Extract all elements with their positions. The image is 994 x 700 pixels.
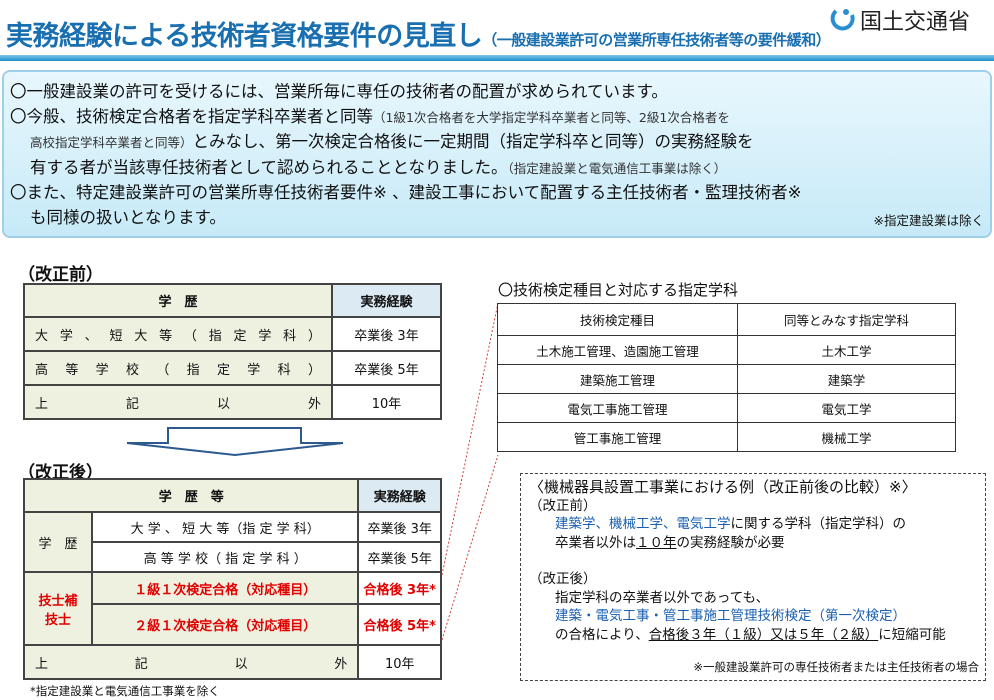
example-box: 〈機械器具設置工事業における例（改正前後の比較）※〉 （改正前） 建築学、機械工… xyxy=(520,473,986,681)
logo: 国土交通省 xyxy=(830,4,970,36)
header-edu: 学 歴 等 xyxy=(22,478,360,513)
intro-line: 有する者が当該専任技術者として認められることとなりました。（指定建設業と電気通信… xyxy=(30,157,727,177)
title-main: 実務経験による技術者資格要件の見直し xyxy=(6,21,483,52)
down-arrow-icon xyxy=(126,427,344,457)
header-edu: 学 歴 xyxy=(23,283,333,318)
intro-line: も同様の扱いとなります。 xyxy=(30,207,226,227)
table-row: 管工事施工管理 機械工学 xyxy=(497,422,956,452)
before-table: 学 歴実務経験 大学、短大等（指定学科）卒業後 3年 高等学校（指定学科）卒業後… xyxy=(23,283,442,420)
table-row: 建築施工管理 建築学 xyxy=(497,364,956,394)
table-row: 大学、短大等（指定学科）卒業後 3年 xyxy=(23,316,442,352)
after-table: 学 歴 等実務経験 学 歴大 学 、 短 大 等（指 定 学 科） 卒業後 3年 … xyxy=(22,478,442,680)
header-exp: 実務経験 xyxy=(331,283,442,318)
intro-note: ※指定建設業は除く xyxy=(873,213,984,228)
table-row: 上記以外 10年 xyxy=(23,384,442,420)
intro-line: 〇また、特定建設業許可の営業所専任技術者要件※ 、建設工事において配置する主任技… xyxy=(10,183,802,202)
title-sub: （一般建設業許可の営業所専任技術者等の要件緩和） xyxy=(482,31,831,49)
table-row: 学 歴大 学 、 短 大 等（指 定 学 科） 卒業後 3年 xyxy=(23,511,442,573)
header-exp: 実務経験 xyxy=(357,478,442,513)
table-row: ２級１次検定合格（対応種目） 合格後 5年* xyxy=(24,603,442,646)
after-footnote: *指定建設業と電気通信工事業を除く xyxy=(30,684,220,698)
logo-text: 国土交通省 xyxy=(860,10,971,35)
edu-label: 高等学校（指定学科） xyxy=(35,362,321,378)
edu-label: 上記以外 xyxy=(35,396,321,412)
intro-line: 〇一般建設業の許可を受けるには、営業所毎に専任の技術者の配置が求められています。 xyxy=(10,82,668,101)
table-row: 土木施工管理、造園施工管理 土木工学 xyxy=(497,335,956,365)
before-label: （改正前） xyxy=(18,265,103,285)
intro-line: 〇今般、技術検定合格者を指定学科卒業者と同等（1級1次合格者を大学指定学科卒業者… xyxy=(10,106,730,126)
table-row: 電気工事施工管理 電気工学 xyxy=(497,393,956,423)
subjects-title: 〇技術検定種目と対応する指定学科 xyxy=(498,281,739,299)
title-underline xyxy=(0,55,994,61)
edu-label: 上記以外 xyxy=(35,656,348,672)
mlit-logo-icon xyxy=(830,9,855,31)
edu-label: 大学、短大等（指定学科） xyxy=(35,328,321,344)
table-row: 高 等 学 校（ 指 定 学 科 ）卒業後 5年 xyxy=(24,541,442,573)
after-label: （改正後） xyxy=(18,463,103,483)
table-row: 技士補 技士 １級１次検定合格（対応種目） 合格後 3年* xyxy=(23,571,442,646)
intro-line: 高校指定学科卒業者と同等）とみなし、第一次検定合格後に一定期間（指定学科卒と同等… xyxy=(30,132,754,151)
table-row: 高等学校（指定学科）卒業後 5年 xyxy=(23,350,442,386)
table-row: 上記以外 10年 xyxy=(22,644,442,680)
subjects-table: 技術検定種目 同等とみなす指定学科 土木施工管理、造園施工管理 土木工学 建築施工管… xyxy=(497,303,956,452)
page-title: 実務経験による技術者資格要件の見直し（一般建設業許可の営業所専任技術者等の要件緩… xyxy=(6,14,831,53)
intro-box: 〇一般建設業の許可を受けるには、営業所毎に専任の技術者の配置が求められています。… xyxy=(2,70,992,238)
